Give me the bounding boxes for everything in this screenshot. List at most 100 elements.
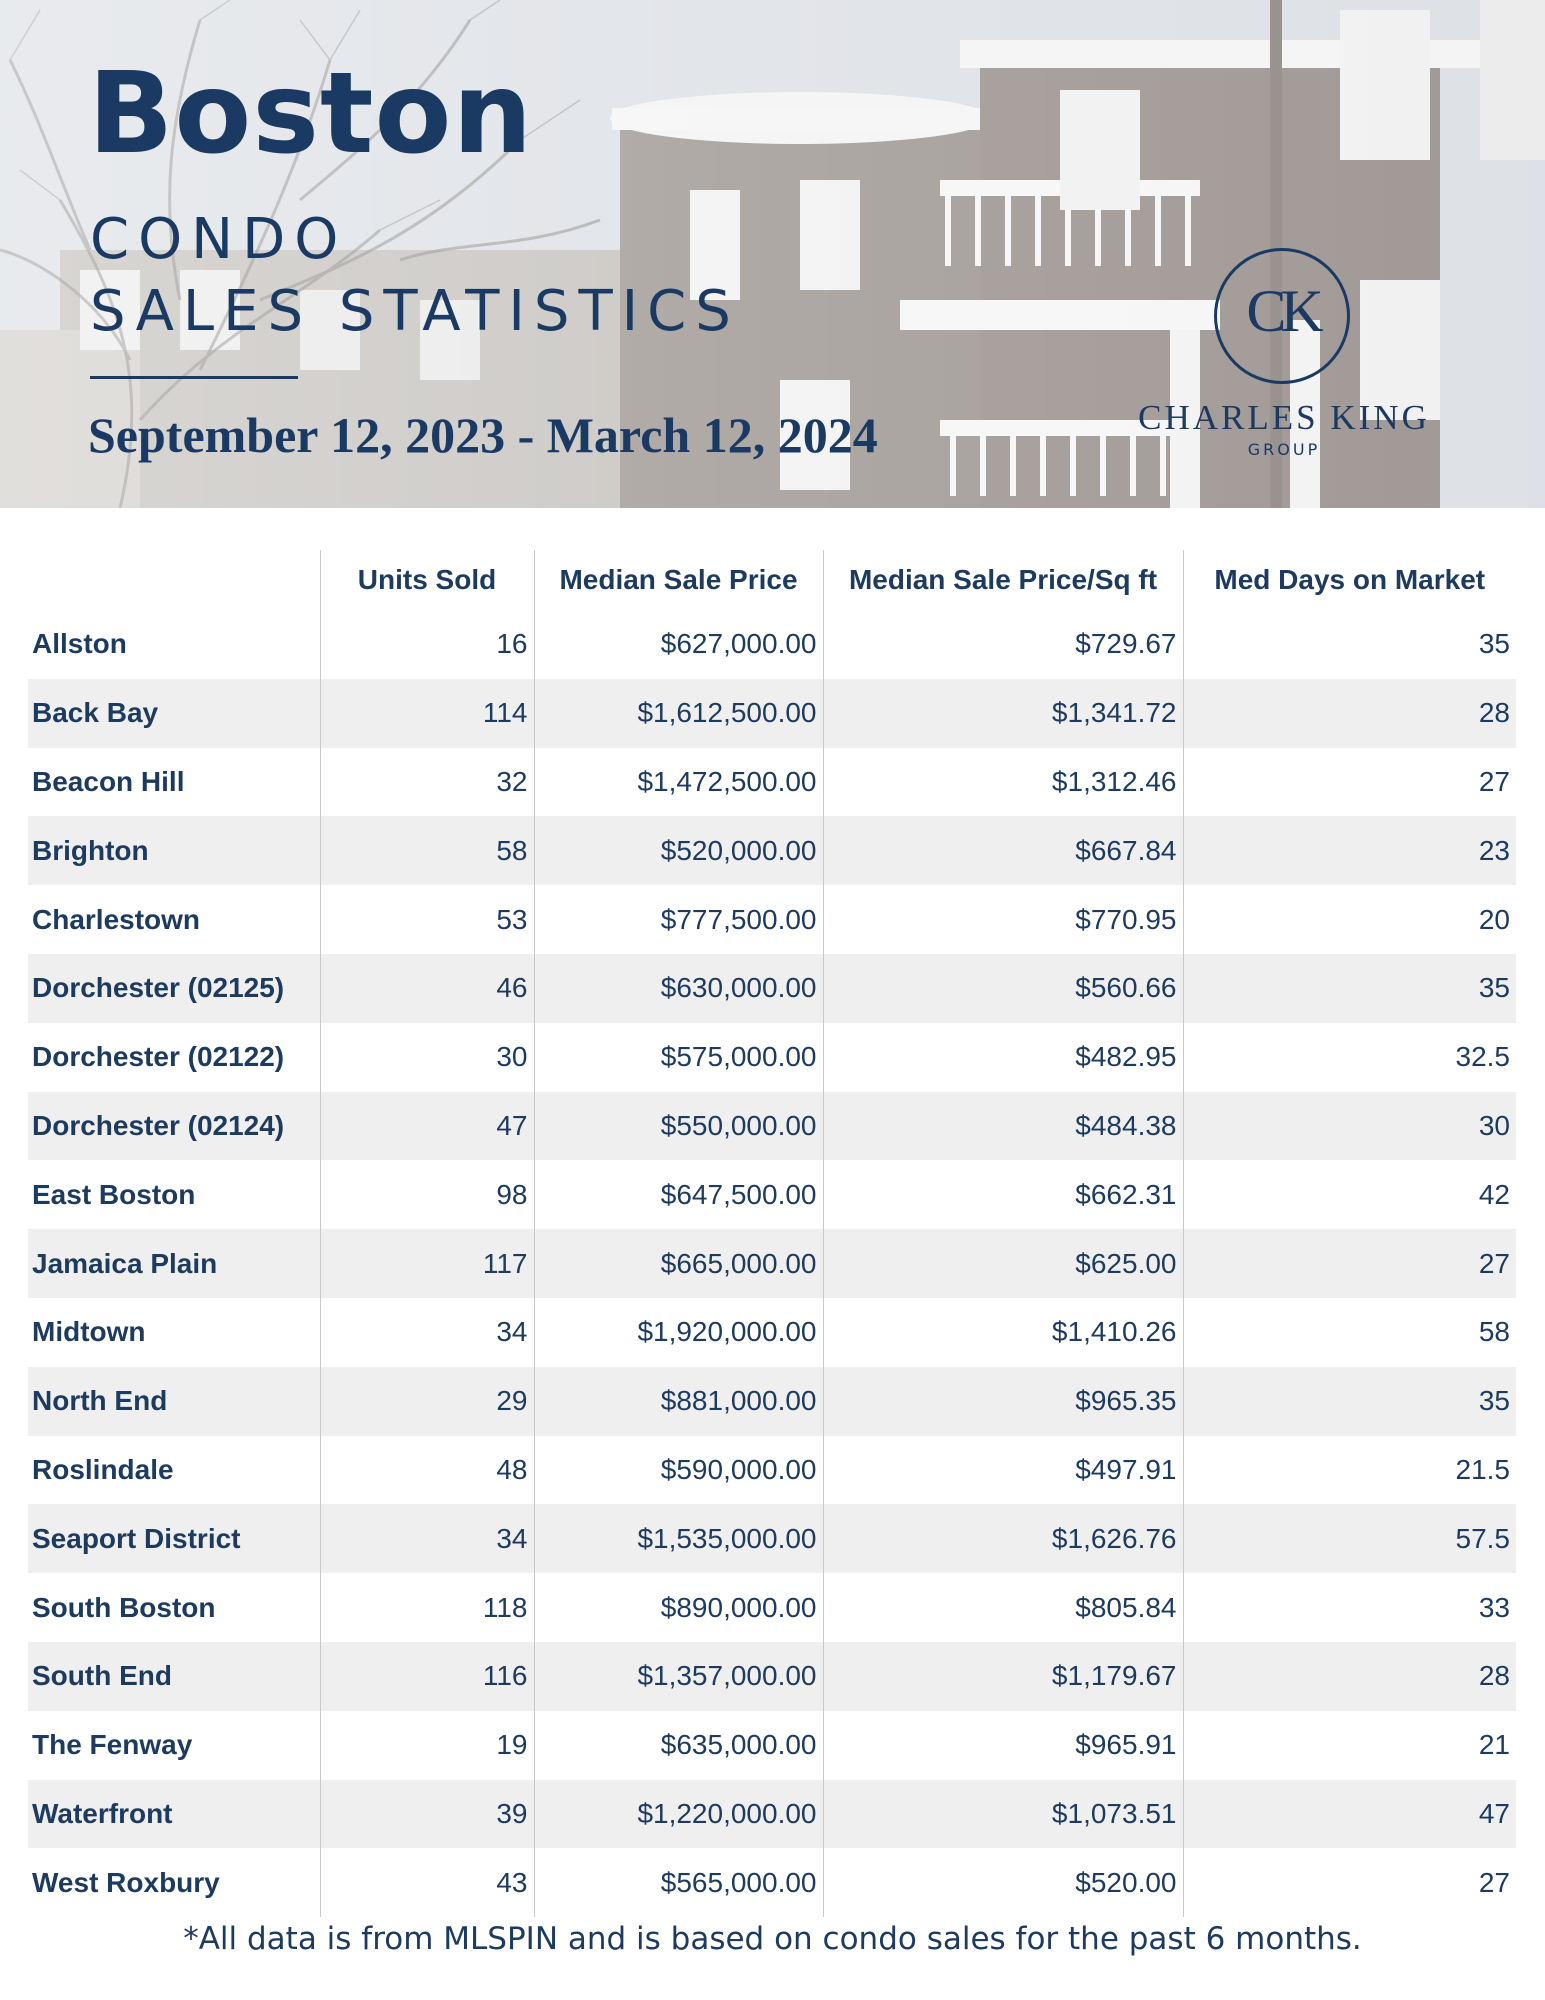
cell-median-days-on-market: 57.5: [1182, 1504, 1516, 1574]
table-header-row: Units Sold Median Sale Price Median Sale…: [28, 550, 1516, 610]
condo-stats-table: Units Sold Median Sale Price Median Sale…: [28, 550, 1516, 1918]
cell-median-sale-price: $550,000.00: [533, 1091, 823, 1161]
cell-median-days-on-market: 27: [1182, 1229, 1516, 1298]
cell-area-name: South Boston: [32, 1591, 216, 1623]
cell-median-sale-price: $1,920,000.00: [533, 1297, 823, 1367]
cell-median-days-on-market: 21: [1182, 1710, 1516, 1780]
cell-median-price-per-sqft: $1,626.76: [822, 1504, 1183, 1574]
cell-median-days-on-market: 35: [1182, 1366, 1516, 1436]
table-row: North End 29 $881,000.00 $965.35 35: [28, 1366, 1516, 1436]
cell-units-sold: 46: [319, 953, 534, 1023]
cell-area-name: Charlestown: [32, 903, 201, 935]
table-row: Dorchester (02124) 47 $550,000.00 $484.38 30: [28, 1091, 1516, 1161]
cell-area-name: Back Bay: [28, 678, 320, 748]
cell-area-name: West Roxbury: [32, 1866, 220, 1898]
cell-median-sale-price: $520,000.00: [533, 816, 823, 886]
table-row: Midtown 34 $1,920,000.00 $1,410.26 58: [28, 1297, 1516, 1367]
cell-area-name: Allston: [32, 628, 127, 660]
cell-median-sale-price: $890,000.00: [533, 1573, 823, 1642]
cell-units-sold: 34: [319, 1504, 534, 1574]
page-title: Boston: [88, 49, 534, 179]
brand-monogram: CK: [1246, 278, 1323, 344]
table-row: South Boston 118 $890,000.00 $805.84 33: [28, 1573, 1516, 1642]
cell-units-sold: 29: [319, 1366, 534, 1436]
brand-name: CHARLES KING: [1138, 398, 1430, 437]
cell-median-sale-price: $1,535,000.00: [533, 1504, 823, 1574]
cell-median-sale-price: $1,220,000.00: [533, 1779, 823, 1849]
cell-median-days-on-market: 35: [1182, 953, 1516, 1023]
cell-units-sold: 47: [319, 1091, 534, 1161]
cell-units-sold: 16: [319, 610, 534, 679]
cell-median-days-on-market: 58: [1182, 1297, 1516, 1367]
cell-area-name: Jamaica Plain: [28, 1229, 320, 1298]
subtitle-line-1: CONDO: [90, 207, 348, 272]
cell-median-days-on-market: 47: [1182, 1779, 1516, 1849]
table-row: Back Bay 114 $1,612,500.00 $1,341.72 28: [28, 678, 1516, 748]
cell-median-sale-price: $881,000.00: [533, 1366, 823, 1436]
header-banner: Boston CONDO SALES STATISTICS September …: [0, 0, 1545, 508]
cell-median-price-per-sqft: $1,341.72: [822, 678, 1183, 748]
cell-median-price-per-sqft: $1,312.46: [822, 747, 1183, 817]
table-row: Allston 16 $627,000.00 $729.67 35: [28, 610, 1516, 679]
cell-median-price-per-sqft: $484.38: [822, 1091, 1183, 1161]
cell-median-days-on-market: 32.5: [1182, 1022, 1516, 1092]
cell-median-price-per-sqft: $770.95: [822, 885, 1183, 954]
cell-median-price-per-sqft: $965.91: [822, 1710, 1183, 1780]
cell-units-sold: 58: [319, 816, 534, 886]
table-row: Seaport District 34 $1,535,000.00 $1,626.76…: [28, 1504, 1516, 1574]
cell-median-price-per-sqft: $965.35: [822, 1366, 1183, 1436]
column-header-median-days-on-market: Med Days on Market: [1182, 550, 1516, 610]
cell-units-sold: 19: [319, 1710, 534, 1780]
column-header-median-sale-price: Median Sale Price: [533, 550, 823, 610]
cell-median-price-per-sqft: $1,179.67: [822, 1641, 1183, 1711]
cell-median-days-on-market: 30: [1182, 1091, 1516, 1161]
cell-median-sale-price: $590,000.00: [533, 1435, 823, 1505]
table-row: Roslindale 48 $590,000.00 $497.91 21.5: [28, 1435, 1516, 1505]
subtitle-line-2: SALES STATISTICS: [90, 279, 740, 344]
cell-median-sale-price: $1,612,500.00: [533, 678, 823, 748]
cell-area-name: Dorchester (02122): [32, 1041, 285, 1073]
cell-median-price-per-sqft: $805.84: [822, 1573, 1183, 1642]
cell-median-days-on-market: 42: [1182, 1160, 1516, 1230]
column-header-area: [28, 550, 320, 610]
table-row: The Fenway 19 $635,000.00 $965.91 21: [28, 1710, 1516, 1780]
cell-area-name: Dorchester (02125): [28, 953, 320, 1023]
cell-median-days-on-market: 23: [1182, 816, 1516, 886]
cell-units-sold: 117: [319, 1229, 534, 1298]
cell-area-name: Waterfront: [28, 1779, 320, 1849]
cell-median-price-per-sqft: $729.67: [822, 610, 1183, 679]
table-row: Charlestown 53 $777,500.00 $770.95 20: [28, 885, 1516, 954]
table-row: Dorchester (02122) 30 $575,000.00 $482.95 32…: [28, 1022, 1516, 1092]
cell-median-sale-price: $630,000.00: [533, 953, 823, 1023]
cell-units-sold: 116: [319, 1641, 534, 1711]
cell-units-sold: 48: [319, 1435, 534, 1505]
cell-median-price-per-sqft: $625.00: [822, 1229, 1183, 1298]
cell-units-sold: 98: [319, 1160, 534, 1230]
table-row: South End 116 $1,357,000.00 $1,179.67 28: [28, 1641, 1516, 1711]
cell-median-sale-price: $627,000.00: [533, 610, 823, 679]
column-header-units-sold: Units Sold: [319, 550, 534, 610]
cell-units-sold: 114: [319, 678, 534, 748]
cell-median-days-on-market: 28: [1182, 1641, 1516, 1711]
cell-median-days-on-market: 21.5: [1182, 1435, 1516, 1505]
cell-units-sold: 39: [319, 1779, 534, 1849]
table-body: Allston 16 $627,000.00 $729.67 35 Back Bay 114…: [28, 610, 1516, 1918]
cell-area-name: The Fenway: [32, 1729, 193, 1761]
cell-area-name: Brighton: [28, 816, 320, 886]
cell-area-name: South End: [28, 1641, 320, 1711]
cell-median-days-on-market: 35: [1182, 610, 1516, 679]
cell-units-sold: 30: [319, 1022, 534, 1092]
cell-median-price-per-sqft: $1,073.51: [822, 1779, 1183, 1849]
cell-median-days-on-market: 20: [1182, 885, 1516, 954]
cell-median-price-per-sqft: $560.66: [822, 953, 1183, 1023]
cell-median-sale-price: $1,472,500.00: [533, 747, 823, 817]
cell-median-days-on-market: 33: [1182, 1573, 1516, 1642]
cell-area-name: Beacon Hill: [32, 765, 185, 797]
cell-median-price-per-sqft: $520.00: [822, 1848, 1183, 1918]
cell-median-days-on-market: 28: [1182, 678, 1516, 748]
table-row: Waterfront 39 $1,220,000.00 $1,073.51 47: [28, 1779, 1516, 1849]
cell-units-sold: 118: [319, 1573, 534, 1642]
cell-median-sale-price: $565,000.00: [533, 1848, 823, 1918]
cell-median-price-per-sqft: $667.84: [822, 816, 1183, 886]
table-row: Beacon Hill 32 $1,472,500.00 $1,312.46 27: [28, 747, 1516, 817]
